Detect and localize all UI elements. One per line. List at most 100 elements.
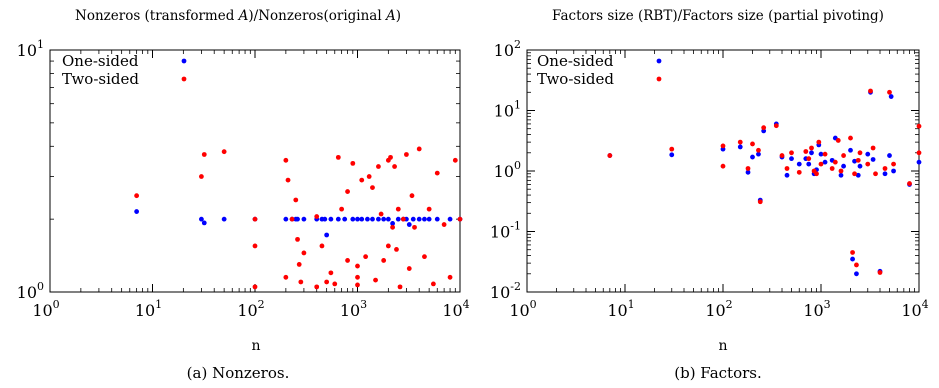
chart-title: Factors size (RBT)/Factors size (partial… [552,8,884,24]
legend-marker [656,58,662,64]
data-point-two-sided [324,279,330,285]
data-point-two-sided [283,157,289,163]
data-point-one-sided [818,151,824,157]
data-point-one-sided [887,153,892,158]
data-point-two-sided [394,246,399,252]
data-point-two-sided [400,216,406,222]
data-point-two-sided [406,266,412,271]
data-point-one-sided [447,216,453,222]
data-point-two-sided [339,206,345,212]
legend-label: One-sided [62,52,139,70]
data-point-two-sided [328,270,334,276]
data-point-one-sided [395,216,401,222]
legend-label: Two-sided [537,70,614,88]
data-point-one-sided [335,216,341,222]
y-tick-label: 102 [494,38,521,60]
data-point-one-sided [841,163,846,169]
data-point-two-sided [882,166,888,171]
data-point-one-sided [134,209,140,214]
data-point-two-sided [345,189,350,194]
data-point-two-sided [355,282,360,288]
data-point-two-sided [441,222,447,227]
data-point-two-sided [422,254,427,260]
data-point-two-sided [289,216,295,222]
data-point-two-sided [814,171,819,177]
data-point-one-sided [376,216,381,222]
data-point-one-sided [322,216,328,222]
data-point-one-sided [221,216,227,222]
data-point-two-sided [850,250,855,255]
data-point-two-sided [295,236,300,242]
data-point-two-sided [822,151,828,157]
data-point-two-sided [252,216,258,222]
data-point-one-sided [350,216,356,222]
data-point-two-sided [397,284,403,290]
data-point-two-sided [865,161,871,167]
data-point-one-sided [295,216,300,222]
data-point-two-sided [314,284,320,290]
data-point-one-sided [426,216,432,222]
data-point-two-sided [350,160,356,166]
data-point-one-sided [745,169,751,175]
data-point-two-sided [816,139,822,145]
legend-label: Two-sided [62,70,139,88]
data-point-one-sided [809,150,814,156]
data-point-two-sided [818,161,824,167]
data-point-one-sided [838,172,844,178]
legend-label: One-sided [537,52,614,70]
data-point-two-sided [809,145,814,151]
data-point-two-sided [916,150,922,156]
data-point-one-sided [891,168,896,174]
nonzeros-chart: Nonzeros (transformed A)/Nonzeros(origin… [17,8,470,382]
data-point-two-sided [841,153,846,158]
data-point-two-sided [745,166,751,171]
data-point-two-sided [806,156,812,162]
data-point-one-sided [199,216,204,222]
data-point-two-sided [366,174,372,179]
data-point-one-sided [737,144,743,150]
data-point-two-sided [720,163,726,169]
data-point-one-sided [854,271,859,277]
legend-marker [656,76,662,82]
data-point-one-sided [283,216,289,222]
data-point-one-sided [882,171,888,177]
data-point-two-sided [854,262,859,268]
data-point-two-sided [832,159,838,165]
data-point-two-sided [779,153,785,158]
data-point-two-sided [891,161,896,167]
data-point-two-sided [750,141,755,147]
data-point-one-sided [784,172,790,178]
x-tick-label: 100 [509,298,536,320]
data-point-two-sided [426,206,432,212]
data-point-two-sided [388,154,393,160]
data-point-two-sided [761,125,767,131]
legend-marker [181,58,187,64]
data-point-two-sided [870,145,876,151]
x-tick-label: 104 [442,298,469,320]
x-tick-label: 102 [237,298,264,320]
data-point-two-sided [773,123,779,129]
data-point-two-sided [404,152,409,157]
data-point-two-sided [134,193,140,199]
chart-caption: (b) Factors. [674,364,762,382]
data-point-one-sided [848,147,853,153]
data-point-two-sided [907,181,912,186]
data-point-two-sided [301,250,307,256]
data-point-two-sided [390,224,395,230]
data-point-two-sided [416,146,422,152]
x-tick-label: 104 [901,298,928,320]
data-point-one-sided [434,216,440,222]
y-tick-label: 100 [17,280,44,302]
data-point-two-sided [319,243,325,249]
x-axis-label: n [251,338,260,354]
data-point-two-sided [877,270,883,275]
data-point-two-sided [838,168,844,174]
data-point-one-sided [916,159,922,165]
data-point-one-sided [855,172,861,178]
data-point-one-sided [301,216,307,222]
data-point-two-sided [355,263,360,269]
data-point-two-sided [857,150,863,156]
data-point-two-sided [452,157,458,163]
data-point-two-sided [201,152,207,157]
